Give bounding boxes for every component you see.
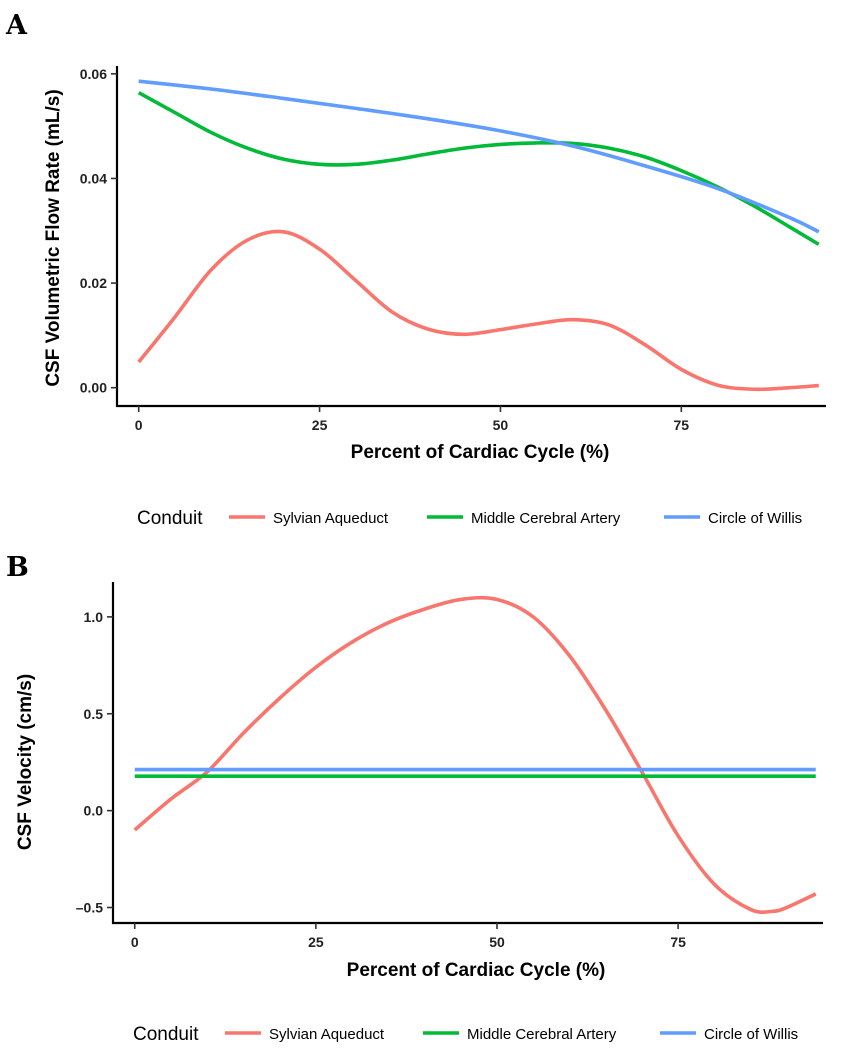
panel-b-x-tick-label: 50 [489,934,505,950]
panel-a-x-axis-title: Percent of Cardiac Cycle (%) [351,442,610,463]
panel-b-y-tick-label: –0.5 [76,900,103,916]
panel-b-legend: Conduit Sylvian Aqueduct Middle Cerebral A… [133,1024,798,1045]
panel-a-y-tick-label: 0.02 [80,275,107,291]
panel-b-chart: B 0 25 50 75 –0.5 0.0 0.5 1.0 Percent of Cardia… [6,552,823,1045]
panel-a-y-tick-label: 0.00 [80,380,107,396]
panel-b-x-tick-label: 75 [670,934,686,950]
panel-b-legend-label-middle-cerebral-artery: Middle Cerebral Artery [467,1026,617,1043]
panel-a-legend-label-sylvian-aqueduct: Sylvian Aqueduct [273,510,389,527]
panel-a-series-middle-cerebral-artery-line [137,91,820,246]
panel-a-plot-area: 0 25 50 75 0.00 0.02 0.04 0.06 [80,66,826,433]
panel-a-x-tick-label: 0 [135,417,143,433]
panel-a-y-tick-label: 0.06 [80,66,107,82]
panel-a-y-axis-title: CSF Volumetric Flow Rate (mL/s) [43,89,64,386]
panel-b-y-tick-label: 0.5 [84,706,104,722]
panel-a-chart: A 0 25 50 75 0.00 0.02 0.04 0.06 Percent of Car… [5,10,826,529]
panel-a-series-sylvian-aqueduct-line [137,229,819,392]
panel-a-legend: Conduit Sylvian Aqueduct Middle Cerebral A… [137,508,802,529]
panel-a-x-tick-label: 50 [493,417,509,433]
panel-a-legend-label-middle-cerebral-artery: Middle Cerebral Artery [471,510,621,527]
panel-a-legend-label-circle-of-willis: Circle of Willis [708,510,802,527]
panel-a-y-tick-label: 0.04 [80,170,107,186]
panel-b-y-axis-title: CSF Velocity (cm/s) [15,674,36,850]
panel-b-x-tick-label: 0 [131,934,139,950]
panel-b-y-tick-label: 1.0 [84,609,104,625]
panel-a-label: A [5,10,28,41]
panel-b-legend-label-sylvian-aqueduct: Sylvian Aqueduct [269,1026,385,1043]
panel-b-x-tick-label: 25 [308,934,324,950]
panel-b-series-sylvian-aqueduct-line [133,595,817,915]
panel-a-legend-title: Conduit [137,508,203,529]
panel-b-legend-label-circle-of-willis: Circle of Willis [704,1026,798,1043]
panel-b-legend-title: Conduit [133,1024,199,1045]
panel-b-x-axis-title: Percent of Cardiac Cycle (%) [347,960,606,981]
panel-b-label: B [6,552,29,583]
panel-b-plot-area: 0 25 50 75 –0.5 0.0 0.5 1.0 [76,582,823,950]
panel-a-series-circle-of-willis-line [138,79,820,234]
panel-a-x-tick-label: 75 [674,417,690,433]
panel-b-y-tick-label: 0.0 [84,803,104,819]
panel-a-x-tick-label: 25 [312,417,328,433]
